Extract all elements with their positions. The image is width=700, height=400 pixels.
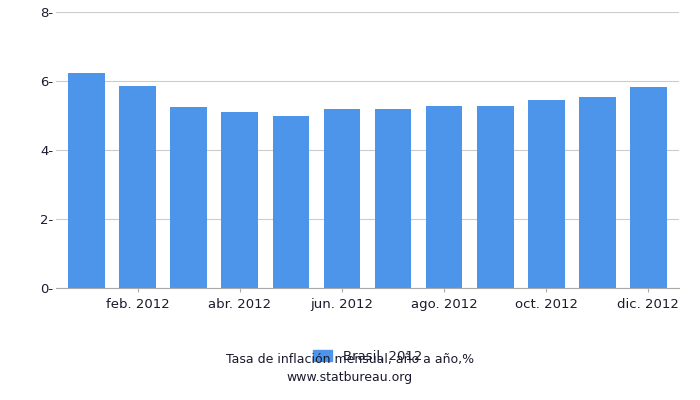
Bar xyxy=(579,97,616,288)
Bar xyxy=(221,112,258,288)
Text: www.statbureau.org: www.statbureau.org xyxy=(287,372,413,384)
Bar xyxy=(374,108,412,288)
Bar xyxy=(119,86,156,288)
Bar xyxy=(528,100,565,288)
Bar xyxy=(272,116,309,288)
Legend: Brasil, 2012: Brasil, 2012 xyxy=(307,344,428,368)
Bar xyxy=(426,106,463,288)
Bar xyxy=(630,86,666,288)
Bar xyxy=(477,106,514,288)
Bar xyxy=(69,74,105,288)
Text: Tasa de inflación mensual, año a año,%: Tasa de inflación mensual, año a año,% xyxy=(226,354,474,366)
Bar xyxy=(323,108,360,288)
Bar xyxy=(170,107,207,288)
